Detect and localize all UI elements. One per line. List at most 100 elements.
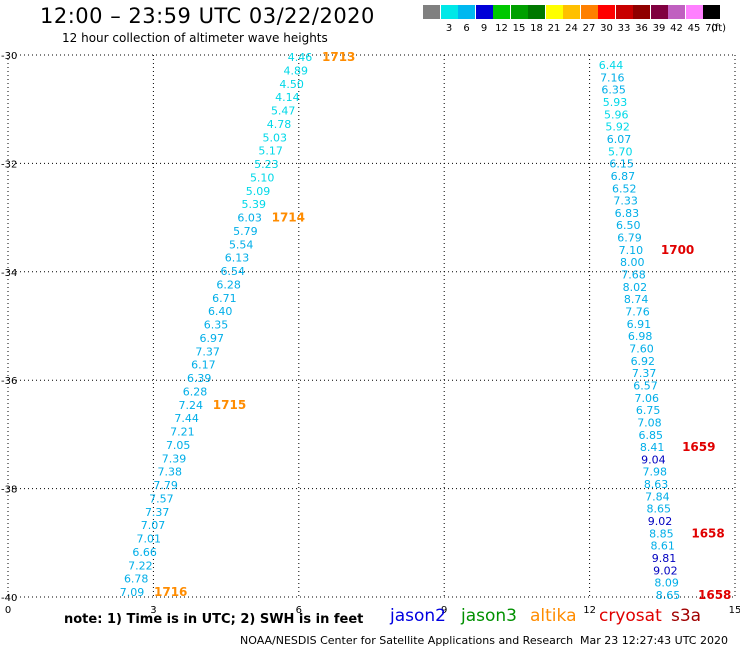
- time-label: 1713: [322, 50, 355, 64]
- wave-height-value: 5.70: [608, 145, 633, 158]
- wave-height-value: 8.61: [650, 540, 675, 553]
- wave-height-value: 7.60: [629, 342, 654, 355]
- x-tick-label: 6: [296, 605, 302, 616]
- wave-height-value: 5.96: [604, 108, 629, 121]
- wave-height-value: 6.92: [631, 355, 656, 368]
- legend-swatch: [668, 5, 685, 19]
- wave-height-value: 8.09: [654, 577, 679, 590]
- wave-height-value: 7.39: [162, 452, 187, 465]
- satellite-name: s3a: [671, 606, 702, 626]
- x-tick-label: 9: [441, 605, 447, 616]
- wave-height-value: 7.98: [642, 466, 667, 479]
- wave-height-value: 6.78: [124, 573, 149, 586]
- legend-swatch: [685, 5, 703, 19]
- wave-height-value: 9.81: [652, 552, 677, 565]
- wave-height-value: 5.92: [605, 121, 630, 134]
- wave-height-value: 7.07: [141, 519, 166, 532]
- wave-height-value: 6.98: [628, 330, 653, 343]
- legend-unit: (ft): [711, 23, 727, 34]
- wave-height-value: 6.54: [221, 265, 246, 278]
- legend-label: 45: [687, 23, 701, 34]
- y-tick-label: -40: [1, 593, 17, 604]
- wave-height-value: 8.85: [649, 527, 674, 540]
- wave-height-value: 7.76: [625, 306, 650, 319]
- time-label: 1658: [691, 526, 724, 540]
- wave-height-value: 8.74: [624, 293, 649, 306]
- satellite-name: altika: [530, 606, 577, 626]
- wave-height-value: 6.07: [607, 133, 632, 146]
- wave-height-value: 6.85: [639, 429, 664, 442]
- wave-height-value: 5.09: [246, 185, 271, 198]
- legend-swatch: [703, 5, 720, 19]
- wave-height-value: 6.83: [615, 207, 640, 220]
- wave-height-value: 7.57: [149, 492, 174, 505]
- legend-label: 12: [495, 23, 508, 34]
- wave-height-value: 6.35: [601, 84, 626, 97]
- time-label: 1700: [661, 243, 694, 257]
- y-tick-label: -30: [1, 51, 17, 62]
- wave-height-value: 9.04: [641, 453, 666, 466]
- wave-height-value: 8.65: [656, 589, 681, 602]
- wave-height-value: 6.03: [237, 212, 262, 225]
- wave-height-value: 7.37: [632, 367, 657, 380]
- wave-height-value: 5.79: [233, 225, 258, 238]
- wave-height-value: 7.21: [170, 426, 195, 439]
- x-tick-label: 12: [583, 605, 596, 616]
- time-label: 1716: [154, 585, 187, 599]
- wave-height-value: 7.38: [158, 466, 183, 479]
- legend-label: 30: [600, 23, 613, 34]
- wave-height-value: 6.13: [225, 252, 250, 265]
- wave-height-value: 8.00: [620, 256, 645, 269]
- time-label: 1659: [682, 440, 715, 454]
- wave-height-value: 7.09: [120, 586, 145, 599]
- wave-height-value: 5.17: [258, 145, 283, 158]
- wave-height-value: 7.08: [637, 416, 662, 429]
- wave-height-value: 5.54: [229, 238, 254, 251]
- wave-height-value: 8.41: [640, 441, 665, 454]
- satellite-name: cryosat: [599, 606, 662, 626]
- wave-height-value: 6.79: [617, 232, 642, 245]
- wave-height-value: 7.84: [645, 490, 670, 503]
- wave-height-value: 9.02: [648, 515, 673, 528]
- wave-height-value: 6.40: [208, 305, 233, 318]
- wave-height-value: 5.93: [603, 96, 628, 109]
- wave-height-value: 6.52: [612, 182, 637, 195]
- legend-label: 9: [480, 23, 488, 34]
- wave-height-value: 6.17: [191, 359, 216, 372]
- legend-label: 33: [617, 23, 631, 34]
- wave-height-value: 6.66: [132, 546, 157, 559]
- wave-height-value: 7.01: [137, 533, 162, 546]
- legend-swatch: [598, 5, 615, 19]
- legend-swatch: [633, 5, 650, 19]
- track-west: 4.464.894.504.145.474.785.035.175.235.10…: [120, 50, 356, 599]
- wave-height-value: 6.15: [609, 158, 634, 171]
- time-label: 1714: [272, 211, 305, 225]
- wave-height-value: 8.63: [644, 478, 669, 491]
- legend-label: 6: [463, 23, 470, 34]
- wave-height-value: 5.39: [242, 198, 267, 211]
- wave-height-value: 4.46: [288, 51, 313, 64]
- wave-height-value: 7.16: [600, 71, 625, 84]
- wave-height-value: 6.44: [599, 59, 624, 72]
- track-east: 6.447.166.355.935.965.926.075.706.156.87…: [599, 59, 732, 602]
- wave-height-value: 8.02: [623, 281, 648, 294]
- wave-height-value: 6.57: [633, 379, 658, 392]
- wave-height-value: 5.47: [271, 105, 296, 118]
- legend-swatch: [615, 5, 633, 19]
- wave-height-value: 6.75: [636, 404, 661, 417]
- legend-swatch: [475, 5, 493, 19]
- wave-height-value: 7.37: [145, 506, 170, 519]
- wave-height-value: 7.06: [635, 392, 660, 405]
- wave-height-value: 7.68: [621, 269, 646, 282]
- legend-swatch: [493, 5, 510, 19]
- wave-height-value: 6.87: [611, 170, 636, 183]
- legend-swatch: [423, 5, 440, 19]
- y-tick-label: -32: [1, 159, 17, 170]
- wave-height-value: 9.02: [653, 564, 678, 577]
- wave-height-value: 6.28: [216, 278, 241, 291]
- legend-label: 18: [530, 23, 543, 34]
- wave-height-value: 6.39: [187, 372, 212, 385]
- wave-height-value: 6.28: [183, 385, 208, 398]
- legend-swatch: [580, 5, 598, 19]
